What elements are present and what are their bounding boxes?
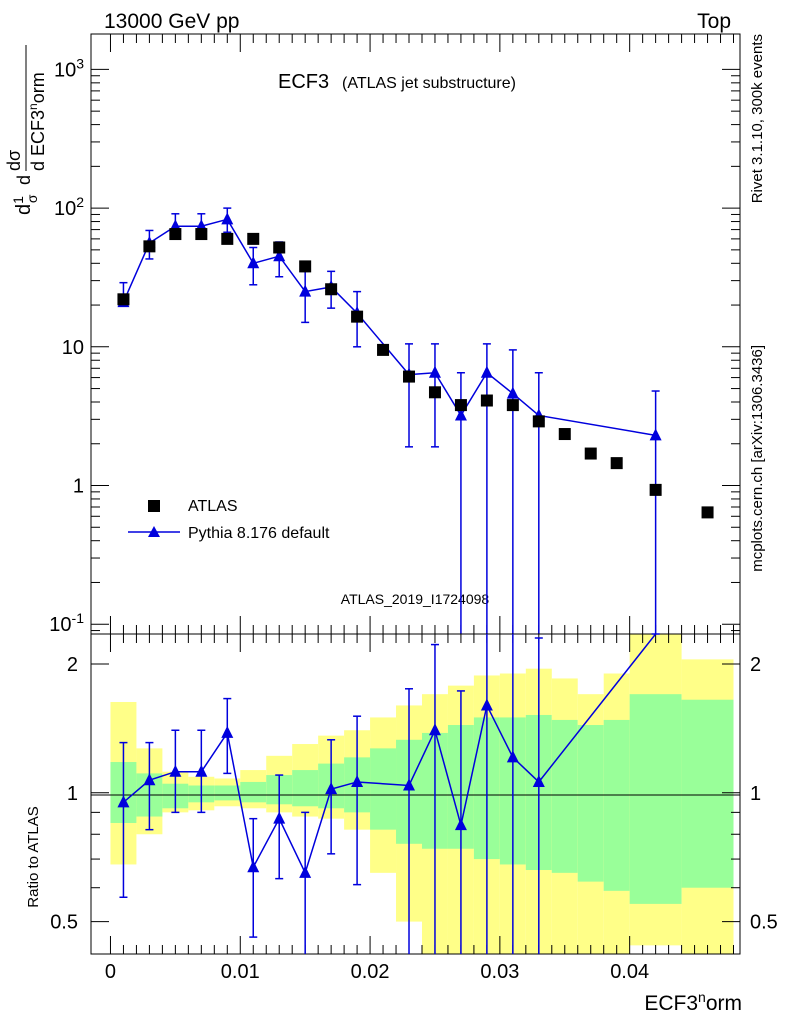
band-inner — [629, 694, 682, 904]
band-inner — [681, 699, 734, 888]
ratio-point — [299, 865, 312, 878]
atlas-point — [247, 232, 260, 245]
band-inner — [577, 725, 604, 882]
ratio-point — [428, 723, 441, 736]
pythia-point — [299, 284, 312, 297]
atlas-point — [377, 343, 390, 356]
band-inner — [603, 719, 630, 891]
analysis-watermark: ATLAS_2019_I1724098 — [341, 591, 490, 607]
atlas-point — [403, 370, 416, 383]
x-tick-label: 0.04 — [610, 961, 649, 983]
pythia-point — [428, 365, 441, 378]
pythia-point — [649, 428, 662, 441]
main-y-tick-label: 1 — [73, 476, 84, 498]
y-label-dsigma: dσ — [4, 150, 24, 171]
atlas-point — [221, 232, 234, 245]
pythia-point — [480, 365, 493, 378]
x-tick-label: 0.01 — [221, 961, 260, 983]
atlas-point — [584, 447, 597, 460]
pythia-point — [454, 408, 467, 421]
ratio-point — [325, 782, 338, 795]
plot-subtitle: (ATLAS jet substructure) — [342, 75, 516, 92]
header-right: Top — [697, 10, 731, 33]
ratio-point — [403, 778, 416, 791]
atlas-point — [428, 386, 441, 399]
ratio-point — [195, 764, 208, 777]
ratio-y-tick-label-right: 1 — [750, 783, 761, 805]
ratio-point — [351, 774, 364, 787]
atlas-point — [506, 399, 519, 412]
side-label-bottom: mcplots.cern.ch [arXiv:1306.3436] — [749, 345, 766, 572]
ratio-point — [247, 860, 260, 873]
atlas-point — [117, 293, 130, 306]
atlas-point — [532, 415, 545, 428]
ratio-point — [221, 725, 234, 738]
ratio-panel: 0.5 0.5 1 1 2 2 0 0.01 0.02 0.03 0.04 — [50, 633, 778, 983]
atlas-point — [351, 310, 364, 323]
y-label-decf3: d ECF3norm — [26, 72, 48, 171]
x-axis-label: ECF3norm — [644, 989, 742, 1015]
ratio-point — [506, 750, 519, 763]
pythia-point — [247, 256, 260, 269]
band-inner — [551, 719, 578, 873]
ratio-y-tick-label: 1 — [67, 783, 78, 805]
pythia-point — [273, 249, 286, 262]
pythia-point — [506, 386, 519, 399]
band-inner — [292, 770, 319, 807]
plot-title: ECF3 — [278, 71, 329, 93]
atlas-point — [480, 394, 493, 407]
main-y-axis-label: d1σ d dσ d ECF3norm — [4, 45, 48, 215]
pythia-point — [221, 212, 234, 225]
ratio-y-tick-label: 2 — [67, 654, 78, 676]
atlas-point — [558, 428, 571, 441]
atlas-point — [273, 241, 286, 254]
legend: ATLAS Pythia 8.176 default — [128, 498, 330, 542]
x-tick-label: 0.02 — [351, 961, 390, 983]
legend-atlas-label: ATLAS — [188, 498, 238, 515]
atlas-point — [299, 260, 312, 273]
x-tick-label: 0.03 — [480, 961, 519, 983]
main-y-tick-label: 10 — [62, 337, 84, 359]
atlas-point — [325, 283, 338, 296]
main-y-tick-label: 10-1 — [49, 610, 84, 636]
atlas-point — [169, 228, 182, 241]
y-label-d: d — [14, 175, 34, 185]
atlas-point — [701, 506, 714, 519]
legend-pythia-label: Pythia 8.176 default — [188, 525, 330, 542]
ratio-y-tick-label: 0.5 — [50, 912, 78, 934]
ratio-point — [454, 818, 467, 831]
band-inner — [214, 785, 241, 801]
ratio-frame — [90, 633, 741, 955]
ratio-y-tick-label-right: 0.5 — [750, 912, 778, 934]
ratio-point — [273, 811, 286, 824]
legend-atlas-marker — [148, 500, 160, 512]
ratio-point — [480, 698, 493, 711]
ratio-y-axis-label: Ratio to ATLAS — [25, 806, 42, 907]
band-inner — [370, 748, 397, 830]
ratio-y-tick-label-right: 2 — [750, 654, 761, 676]
y-label-one-over-sigma: d1σ — [10, 194, 40, 215]
legend-pythia-marker — [148, 526, 160, 537]
atlas-point — [454, 399, 467, 412]
atlas-point — [195, 228, 208, 241]
ratio-point — [532, 774, 545, 787]
ratio-point — [169, 764, 182, 777]
side-label-top: Rivet 3.1.10, 300k events — [749, 34, 766, 203]
x-tick-label: 0 — [105, 961, 116, 983]
band-inner — [240, 781, 267, 803]
ratio-point — [117, 795, 130, 808]
atlas-point — [143, 240, 156, 253]
atlas-point — [649, 483, 662, 496]
ratio-point — [143, 773, 156, 786]
atlas-point — [610, 457, 623, 470]
header-left: 13000 GeV pp — [104, 10, 239, 33]
